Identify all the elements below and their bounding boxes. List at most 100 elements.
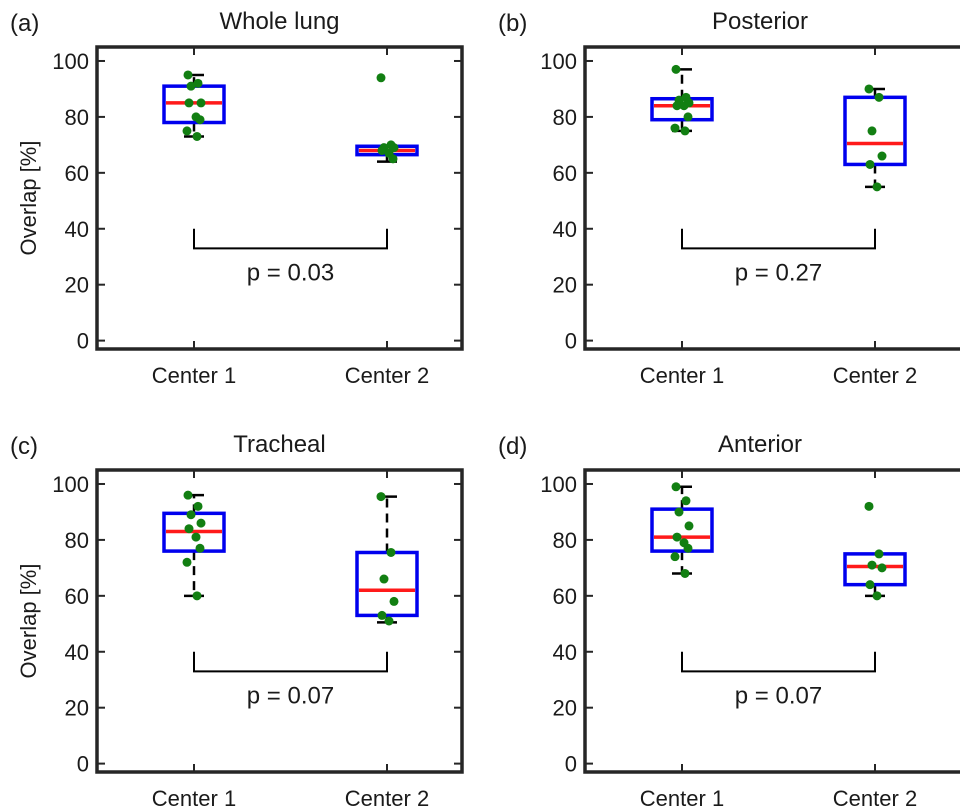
y-tick-label: 20 [65, 696, 89, 721]
data-point [864, 501, 874, 511]
y-tick-label: 20 [553, 696, 577, 721]
significance-bracket [193, 228, 388, 250]
y-tick-label: 60 [65, 161, 89, 186]
data-point [671, 482, 681, 492]
data-point [389, 596, 399, 606]
y-tick-label: 80 [553, 528, 577, 553]
panel-letter: (a) [10, 10, 39, 37]
data-point [877, 151, 887, 161]
plot-area-frame [95, 468, 464, 774]
data-point [376, 492, 386, 502]
data-point [872, 591, 882, 601]
y-tick-label: 100 [52, 49, 89, 74]
plot-area-frame [95, 45, 464, 351]
panel-letter: (b) [498, 10, 527, 37]
data-point [377, 610, 387, 620]
x-tick-label: Center 1 [640, 363, 724, 388]
data-point [186, 81, 196, 91]
data-point [195, 115, 205, 125]
data-point [670, 123, 680, 133]
y-tick-label: 0 [77, 752, 89, 777]
p-value-annotation: p = 0.03 [247, 259, 334, 286]
y-tick-label: 60 [553, 161, 577, 186]
data-point [874, 549, 884, 559]
y-tick-label: 100 [540, 472, 577, 497]
data-point [195, 543, 205, 553]
x-tick-label: Center 2 [833, 786, 917, 809]
chart-panel-1: 0 20 40 60 80 100 Center 1 Center 2 Whole lung (a… [10, 8, 464, 388]
y-tick-label: 0 [565, 752, 577, 777]
data-point [683, 112, 693, 122]
y-tick-label: 80 [65, 528, 89, 553]
chart-panel-4: 0 20 40 60 80 100 Center 1 Center 2 Anterior (d) p… [498, 431, 960, 809]
data-point [865, 580, 875, 590]
significance-bracket [681, 228, 876, 250]
box-iqr [843, 552, 907, 587]
data-point [182, 557, 192, 567]
data-point [680, 126, 690, 136]
data-point [193, 501, 203, 511]
p-value-annotation: p = 0.07 [735, 682, 822, 709]
data-point [183, 70, 193, 80]
significance-bracket [681, 651, 876, 673]
x-tick-label: Center 1 [152, 363, 236, 388]
panel-letter: (c) [10, 433, 38, 460]
y-tick-label: 80 [65, 105, 89, 130]
data-point [874, 92, 884, 102]
data-point [867, 560, 877, 570]
x-tick-label: Center 2 [833, 363, 917, 388]
data-point [196, 518, 206, 528]
data-point [377, 145, 387, 155]
y-tick-label: 0 [565, 329, 577, 354]
data-point [191, 532, 201, 542]
panel-title: Anterior [718, 431, 802, 458]
data-point [182, 126, 192, 136]
y-tick-label: 0 [77, 329, 89, 354]
p-value-annotation: p = 0.27 [735, 259, 822, 286]
data-point [183, 490, 193, 500]
y-tick-label: 40 [65, 217, 89, 242]
y-axis-label: Overlap [%] [16, 141, 41, 256]
y-tick-label: 40 [553, 640, 577, 665]
data-point [193, 78, 203, 88]
panel-letter: (d) [498, 433, 527, 460]
p-value-annotation: p = 0.07 [247, 682, 334, 709]
significance-bracket [193, 651, 388, 673]
panel-title: Tracheal [233, 431, 325, 458]
data-point [683, 543, 693, 553]
y-tick-label: 100 [52, 472, 89, 497]
data-point [864, 84, 874, 94]
y-tick-label: 60 [553, 584, 577, 609]
x-tick-label: Center 1 [152, 786, 236, 809]
data-point [184, 524, 194, 534]
y-tick-label: 100 [540, 49, 577, 74]
data-point [192, 131, 202, 141]
panel-title: Whole lung [219, 8, 339, 35]
data-point [196, 98, 206, 108]
data-point [376, 73, 386, 83]
data-point [184, 98, 194, 108]
y-tick-label: 40 [65, 640, 89, 665]
data-point [684, 521, 694, 531]
data-point [384, 616, 394, 626]
y-tick-label: 20 [553, 273, 577, 298]
x-tick-label: Center 2 [345, 363, 429, 388]
data-point [680, 568, 690, 578]
data-point [186, 510, 196, 520]
data-point [681, 496, 691, 506]
y-tick-label: 80 [553, 105, 577, 130]
data-point [672, 532, 682, 542]
y-tick-label: 60 [65, 584, 89, 609]
y-tick-label: 20 [65, 273, 89, 298]
data-point [379, 574, 389, 584]
data-point [877, 563, 887, 573]
panel-title: Posterior [712, 8, 808, 35]
box-iqr [355, 550, 419, 618]
data-point [672, 101, 682, 111]
y-tick-label: 40 [553, 217, 577, 242]
data-point [671, 64, 681, 74]
data-point [674, 507, 684, 517]
data-point [867, 126, 877, 136]
x-tick-label: Center 2 [345, 786, 429, 809]
